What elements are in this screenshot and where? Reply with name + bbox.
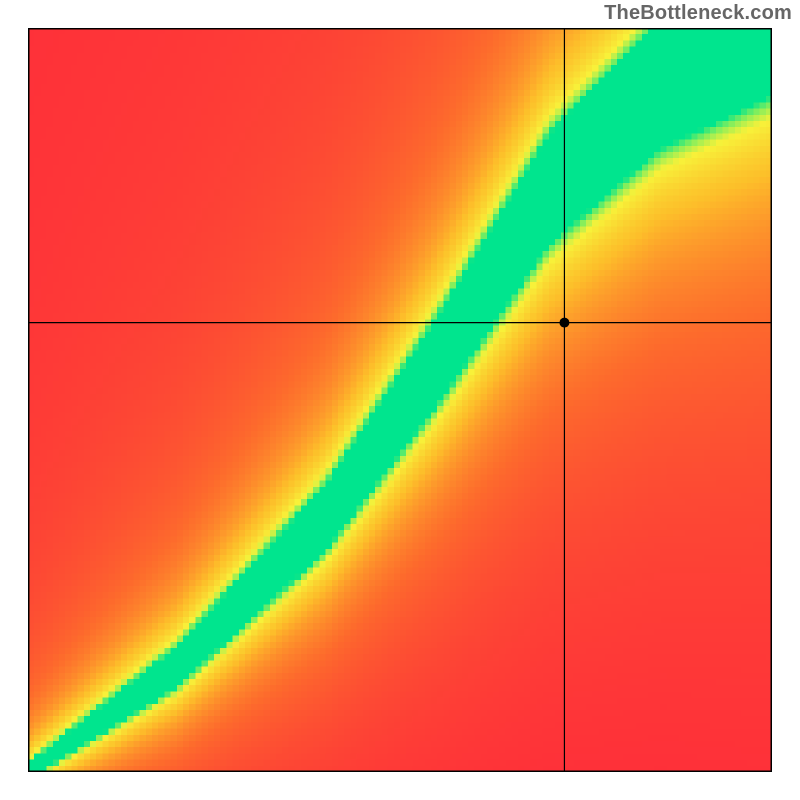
bottleneck-heatmap — [28, 28, 772, 772]
watermark-text: TheBottleneck.com — [604, 2, 792, 25]
